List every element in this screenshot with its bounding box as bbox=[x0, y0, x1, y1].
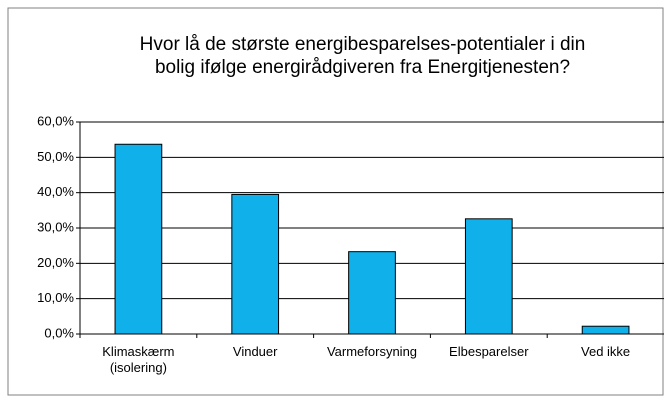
y-tick-label: 30,0% bbox=[37, 219, 74, 234]
y-tick-label: 0,0% bbox=[44, 325, 74, 340]
y-tick-label: 40,0% bbox=[37, 184, 74, 199]
bar bbox=[581, 325, 630, 335]
y-tick-label: 60,0% bbox=[37, 113, 74, 128]
bar bbox=[114, 143, 163, 335]
bar bbox=[464, 218, 513, 335]
x-tick-label: Varmeforsyning bbox=[326, 344, 418, 359]
y-tick-label: 10,0% bbox=[37, 290, 74, 305]
y-tick-label: 50,0% bbox=[37, 149, 74, 164]
bar bbox=[231, 193, 280, 335]
x-tick-label: Ved ikke bbox=[581, 344, 631, 359]
y-tick-label: 20,0% bbox=[37, 255, 74, 270]
title-line: Hvor lå de største energibesparelses-pot… bbox=[139, 34, 586, 55]
title-line: bolig ifølge energirådgiveren fra Energi… bbox=[154, 57, 571, 78]
x-tick-label: Elbesparelser bbox=[449, 344, 529, 359]
x-tick-label: Vinduer bbox=[232, 344, 278, 359]
bar bbox=[348, 251, 396, 335]
x-tick-label: Klimaskærm (isolering) bbox=[102, 344, 175, 375]
chart-title: Hvor lå de største energibesparelses-pot… bbox=[40, 33, 671, 79]
